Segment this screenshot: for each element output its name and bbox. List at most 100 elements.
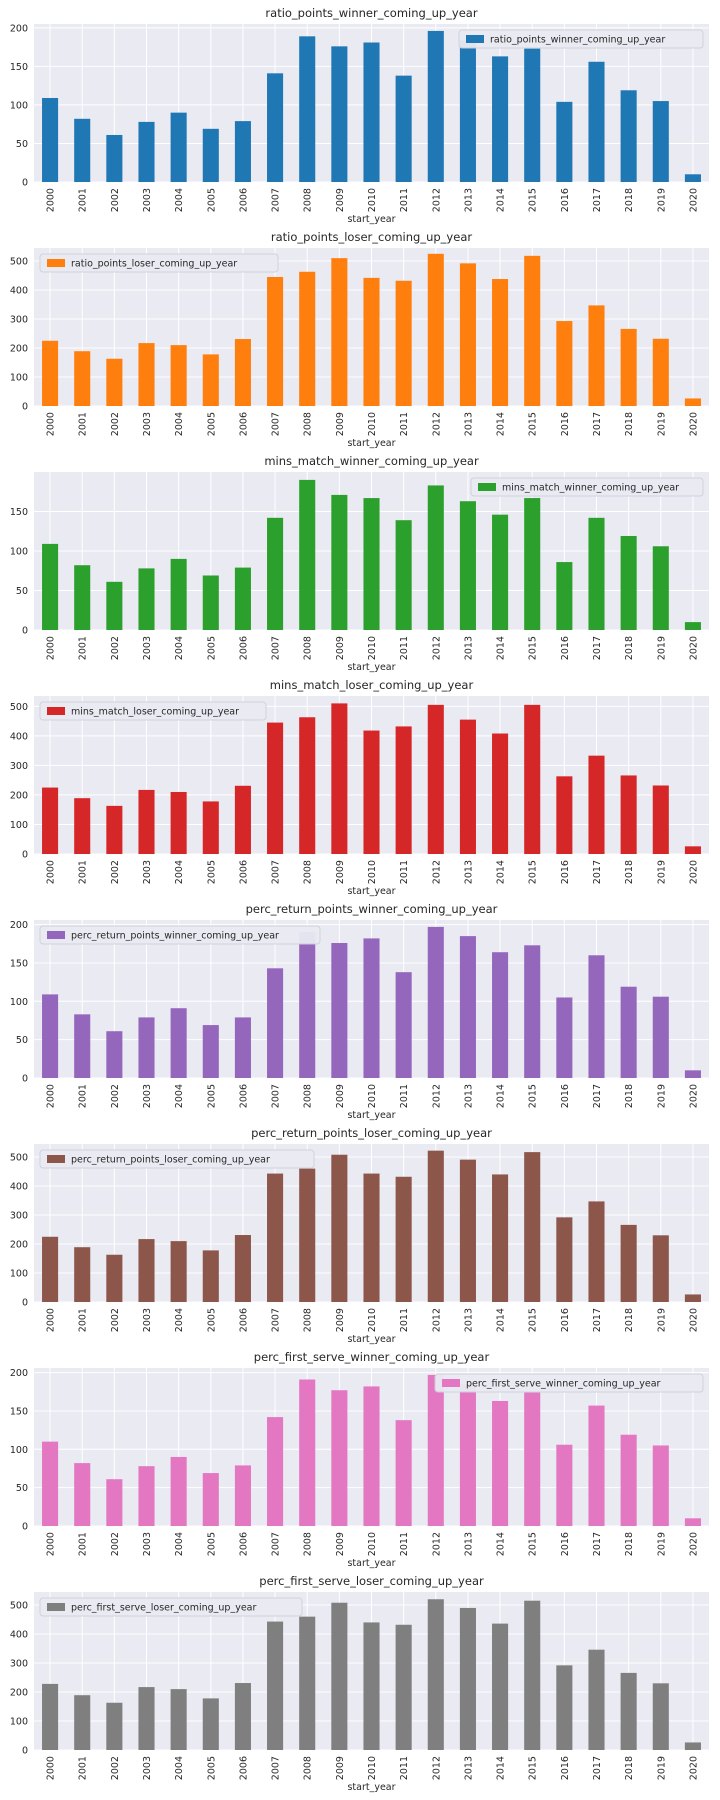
x-tick-label: 2018 [624,1084,635,1108]
x-tick-label: 2010 [367,188,378,212]
x-tick-label: 2004 [174,1308,185,1332]
bar-2000 [42,1236,59,1302]
bar-2014 [492,279,509,406]
x-tick-label: 2002 [110,860,121,884]
bar-2018 [620,775,637,854]
chart-title: perc_return_points_winner_coming_up_year [246,902,498,916]
x-tick-label: 2012 [431,860,442,884]
x-tick-label: 2013 [463,636,474,660]
bar-2001 [74,1247,91,1302]
chart-title: perc_first_serve_winner_coming_up_year [254,1350,490,1364]
x-tick-label: 2003 [142,636,153,660]
y-tick-label: 200 [10,344,28,355]
bar-2011 [395,1176,412,1302]
subplot-3: 0 50 100 150 2000 2001 2002 2003 2004 2005 2006 200… [10,454,709,673]
bar-2005 [202,1025,219,1078]
x-tick-label: 2018 [624,1756,635,1780]
y-tick-label: 500 [10,1601,28,1612]
x-tick-label: 2005 [206,1308,217,1332]
x-tick-label: 2013 [463,412,474,436]
legend-box [39,1597,303,1617]
x-tick-label: 2010 [367,860,378,884]
x-tick-label: 2009 [335,1532,346,1556]
bar-2016 [556,321,573,406]
bar-2006 [234,121,251,182]
x-tick-label: 2007 [271,1084,282,1108]
x-tick-label: 2020 [688,1532,699,1556]
y-tick-label: 100 [10,820,28,831]
bar-2005 [202,128,219,182]
x-tick-label: 2001 [78,636,89,660]
x-tick-label: 2014 [496,1756,507,1780]
x-tick-label: 2006 [238,1308,249,1332]
y-tick-label: 200 [10,23,28,34]
x-tick-label: 2019 [656,412,667,436]
x-tick-label: 2003 [142,1532,153,1556]
bar-2007 [267,276,284,406]
bar-2020 [684,622,701,630]
x-tick-label: 2005 [206,188,217,212]
x-tick-label: 2013 [463,1756,474,1780]
x-tick-label: 2018 [624,860,635,884]
y-tick-label: 0 [22,850,28,861]
y-tick-label: 100 [10,1269,28,1280]
bar-2018 [620,535,637,630]
bar-2010 [363,938,380,1078]
bar-2004 [170,112,187,182]
y-tick-label: 0 [22,626,28,637]
legend-label: mins_match_loser_coming_up_year [71,707,239,718]
bar-2006 [234,339,251,406]
x-tick-label: 2019 [656,636,667,660]
bar-2012 [427,30,444,182]
bar-2003 [138,1017,155,1078]
legend-box [458,29,704,49]
x-tick-label: 2002 [110,412,121,436]
bar-2004 [170,791,187,854]
legend: ratio_points_winner_coming_up_year [458,29,704,49]
x-tick-label: 2006 [238,1756,249,1780]
y-tick-label: 100 [10,547,28,558]
x-tick-label: 2017 [592,1756,603,1780]
bar-2020 [684,1742,701,1750]
bar-2013 [459,1384,476,1526]
x-tick-label: 2017 [592,412,603,436]
bar-2020 [684,1070,701,1078]
bar-2003 [138,568,155,630]
x-tick-label: 2019 [656,1532,667,1556]
bar-2009 [331,46,348,182]
x-tick-label: 2011 [399,1532,410,1556]
x-tick-label: 2004 [174,860,185,884]
x-tick-label: 2008 [303,188,314,212]
x-tick-label: 2008 [303,1308,314,1332]
legend: perc_first_serve_loser_coming_up_year [39,1597,303,1617]
bar-2001 [74,351,91,406]
bar-2020 [684,1518,701,1526]
x-tick-label: 2011 [399,1756,410,1780]
x-tick-label: 2010 [367,412,378,436]
y-tick-label: 0 [22,1074,28,1085]
x-tick-label: 2003 [142,188,153,212]
x-tick-label: 2009 [335,1084,346,1108]
bar-2019 [652,785,669,854]
bar-2019 [652,338,669,406]
x-tick-label: 2011 [399,412,410,436]
x-tick-label: 2015 [528,1084,539,1108]
bar-2017 [588,517,605,630]
x-tick-label: 2013 [463,188,474,212]
x-tick-label: 2012 [431,1756,442,1780]
bar-2013 [459,936,476,1078]
y-tick-label: 150 [10,507,28,518]
x-tick-label: 2004 [174,1084,185,1108]
x-axis-label: start_year [347,214,395,225]
bar-2015 [524,498,541,630]
x-tick-label: 2017 [592,1532,603,1556]
y-tick-label: 400 [10,286,28,297]
bar-2013 [459,1159,476,1302]
x-tick-label: 2003 [142,860,153,884]
bar-2004 [170,1689,187,1750]
bar-2007 [267,1417,284,1526]
x-tick-label: 2013 [463,1532,474,1556]
bar-2017 [588,1405,605,1526]
subplot-8: 0 100 200 300 400 500 2000 2001 2002 2003 2004 2005… [10,1574,709,1793]
x-tick-label: 2011 [399,1084,410,1108]
